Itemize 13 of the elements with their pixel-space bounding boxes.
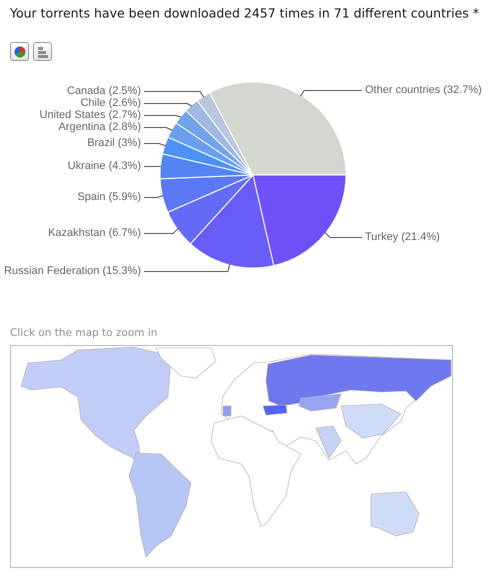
slice-label: Argentina (2.8%) — [58, 121, 141, 133]
slice-label: Brazil (3%) — [87, 137, 141, 149]
slice-label: Other countries (32.7%) — [365, 84, 482, 96]
slice-label: Chile (2.6%) — [80, 97, 141, 109]
text: Click on the map to zoom in — [10, 327, 158, 339]
slice-label: United States (2.7%) — [40, 109, 141, 121]
slice-label: Russian Federation (15.3%) — [4, 265, 141, 277]
slice-label: Ukraine (4.3%) — [68, 160, 141, 172]
slice-label: Canada (2.5%) — [67, 85, 141, 97]
slice-label: Turkey (21.4%) — [365, 231, 440, 243]
slice-label: Spain (5.9%) — [77, 191, 141, 203]
chart-title: Your torrents have been downloaded 2457 times in 71 different countries * — [9, 6, 480, 20]
slice-label: Kazakhstan (6.7%) — [48, 227, 141, 239]
